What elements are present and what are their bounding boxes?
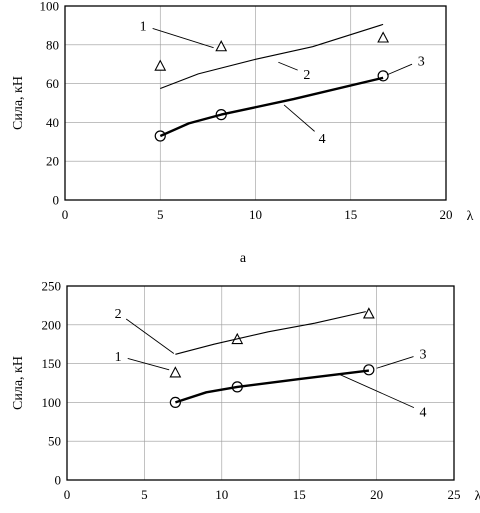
triangle-point xyxy=(377,31,390,43)
leader-line xyxy=(278,61,298,71)
series-line xyxy=(159,76,384,138)
series-line xyxy=(160,23,384,90)
curve-label: 3 xyxy=(418,54,425,69)
series-1 xyxy=(154,31,390,71)
curve-label: 4 xyxy=(420,406,427,421)
leader-line xyxy=(283,104,315,132)
y-tick-label: 50 xyxy=(48,434,61,449)
y-tick-label: 250 xyxy=(42,279,62,294)
leader-line xyxy=(152,27,214,49)
triangle-point xyxy=(215,40,228,52)
x-tick-label: 20 xyxy=(440,207,453,222)
y-tick-label: 0 xyxy=(53,193,60,208)
curve-label: 1 xyxy=(140,19,147,34)
x-tick-label: 20 xyxy=(370,487,383,502)
y-tick-label: 60 xyxy=(46,76,59,91)
curve-label: 4 xyxy=(319,132,326,147)
y-tick-label: 200 xyxy=(42,317,62,332)
series-line xyxy=(175,369,370,404)
y-tick-label: 20 xyxy=(46,154,59,169)
y-tick-label: 100 xyxy=(42,395,62,410)
triangle-point xyxy=(362,307,375,319)
circle-point xyxy=(154,130,166,142)
leader-line xyxy=(127,358,170,371)
series-4 xyxy=(159,76,384,138)
x-axis-label: λ xyxy=(475,489,480,504)
plot-frame xyxy=(66,285,455,481)
series-4 xyxy=(175,369,370,404)
y-axis-label: Сила, кН xyxy=(11,76,26,130)
curve-label: 1 xyxy=(115,350,122,365)
series-3 xyxy=(169,364,375,408)
x-tick-label: 15 xyxy=(344,207,357,222)
series-2 xyxy=(160,23,384,90)
panel-label: a xyxy=(240,251,247,266)
y-tick-label: 80 xyxy=(46,37,59,52)
circle-point xyxy=(169,396,181,408)
x-tick-label: 0 xyxy=(62,207,69,222)
x-tick-label: 5 xyxy=(157,207,164,222)
plot-frame xyxy=(64,5,447,201)
circle-point xyxy=(363,364,375,376)
leader-line xyxy=(386,63,413,76)
y-tick-label: 100 xyxy=(40,0,60,14)
triangle-point xyxy=(169,366,182,378)
y-tick-label: 150 xyxy=(42,356,62,371)
leader-line xyxy=(337,373,415,409)
series-3 xyxy=(154,70,389,142)
x-tick-label: 10 xyxy=(249,207,262,222)
x-tick-label: 25 xyxy=(448,487,461,502)
x-tick-label: 5 xyxy=(141,487,148,502)
leader-line xyxy=(376,356,414,369)
series-line xyxy=(175,311,366,355)
x-axis-label: λ xyxy=(467,209,474,224)
y-axis-label: Сила, кН xyxy=(11,356,26,410)
series-2 xyxy=(175,311,366,355)
series-1 xyxy=(169,307,375,378)
curve-label: 3 xyxy=(420,348,427,363)
x-tick-label: 15 xyxy=(293,487,306,502)
triangle-point xyxy=(154,59,167,71)
leader-line xyxy=(125,318,175,354)
y-tick-label: 0 xyxy=(55,473,62,488)
curve-label: 2 xyxy=(303,68,310,83)
x-tick-label: 0 xyxy=(64,487,71,502)
curve-label: 2 xyxy=(115,307,122,322)
x-tick-label: 10 xyxy=(215,487,228,502)
y-tick-label: 40 xyxy=(46,115,59,130)
chart-1: 0 5 10 15 20 0 20 40 60 80 100 λ Сила, кН 1 2 3 4 a xyxy=(11,0,474,266)
